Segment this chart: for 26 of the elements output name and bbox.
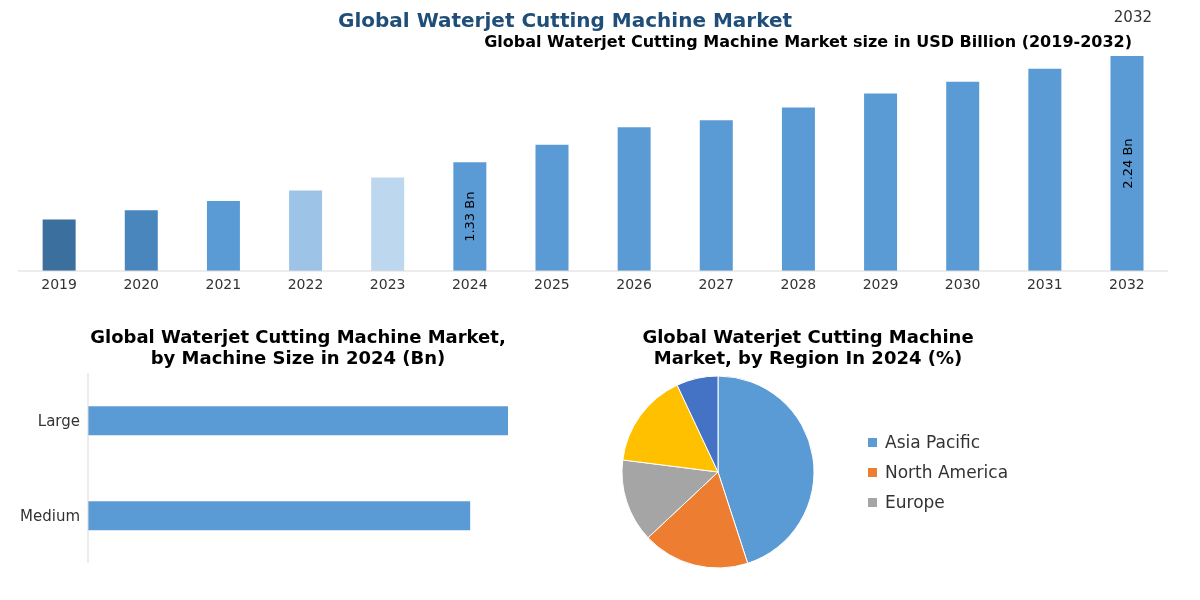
x-tick-label: 2020 (123, 275, 160, 292)
x-tick-label: 2030 (944, 275, 981, 292)
x-tick-label: 2024 (451, 275, 488, 292)
x-tick-label: 2022 (287, 275, 324, 292)
y-tick-label: Large (37, 411, 80, 430)
x-tick-label: 2028 (780, 275, 817, 292)
data-label: 1.33 Bn (462, 191, 478, 242)
x-tick-label: 2027 (698, 275, 735, 292)
x-tick-label: 2031 (1026, 275, 1063, 292)
text: 2032 (1113, 8, 1152, 28)
chart-title: Global Waterjet Cutting Machine Market size in USD Billion (2019-2032) (483, 32, 1133, 51)
chart-title: Global Waterjet Cutting Machine Market, by Region In 2024 (%) (641, 326, 975, 368)
y-tick-label: Medium (20, 506, 80, 525)
legend-label: North America (884, 462, 1009, 482)
x-tick-label: 2026 (616, 275, 652, 292)
legend-label: Asia Pacific (884, 432, 982, 452)
x-tick-label: 2019 (41, 275, 77, 292)
x-tick-label: 2023 (369, 275, 406, 292)
data-label: 2.24 Bn (1119, 138, 1135, 189)
legend-label: Europe (884, 492, 946, 512)
x-tick-label: 2029 (862, 275, 899, 292)
text: Global Waterjet Cutting Machine Market (338, 8, 793, 32)
x-tick-label: 2032 (1109, 275, 1145, 292)
chart-title: Global Waterjet Cutting Machine Market, by Machine Size in 2024 (Bn) (89, 326, 507, 368)
x-tick-label: 2025 (534, 275, 570, 292)
x-tick-label: 2021 (205, 275, 242, 292)
